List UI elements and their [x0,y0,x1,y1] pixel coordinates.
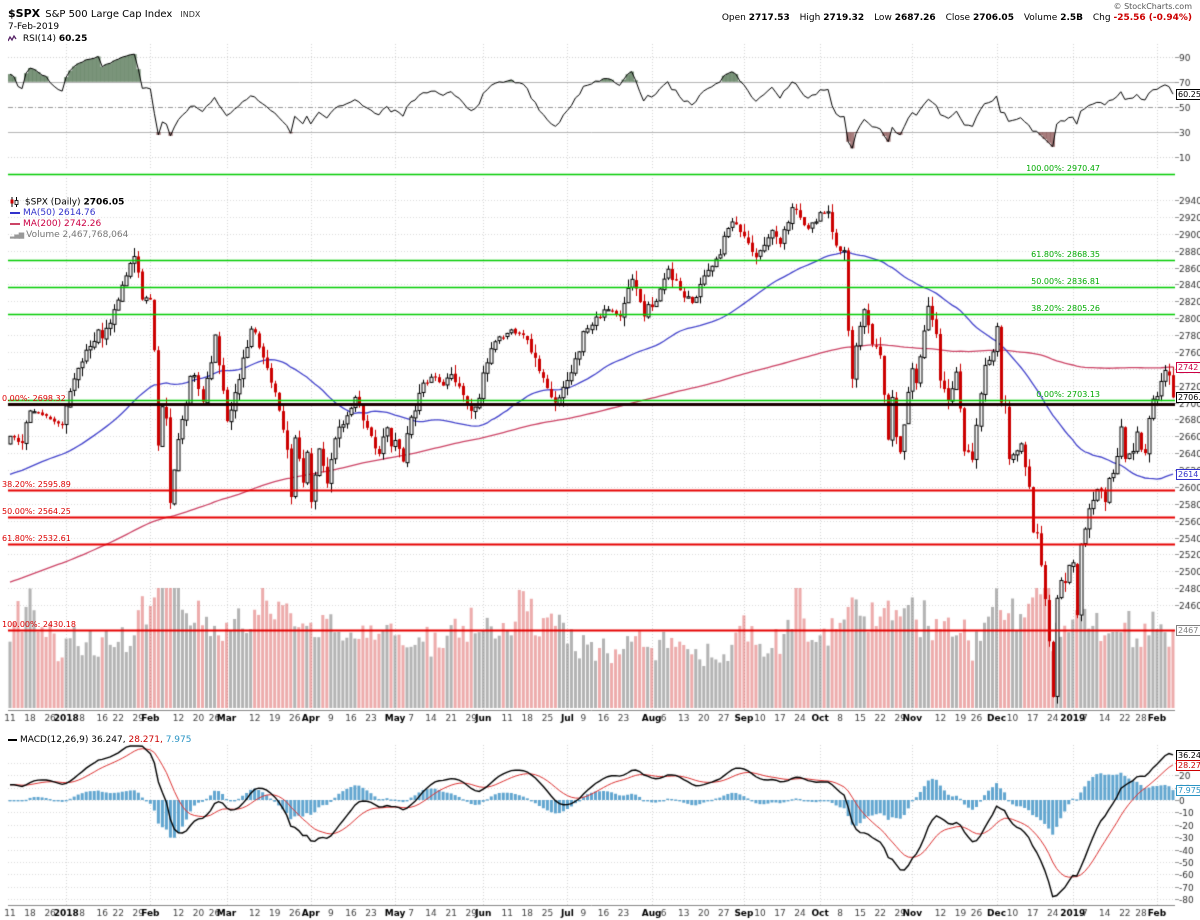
fib-retracement-label: 61.80%: 2868.35 [1031,250,1100,260]
fib-retracement-label: 0.00%: 2698.32 [2,393,66,403]
quote-close: Close 2706.05 [945,13,1014,23]
fib-retracement-label: 61.80%: 2532.61 [2,533,71,543]
volume-legend-value: 2,467,768,064 [62,230,129,240]
macd-legend: MACD(12,26,9) 36.247, 28.271, 7.975 [8,735,191,745]
macd-value-hist: 7.975 [165,735,192,745]
ma50-legend-label: MA(50) [23,208,56,218]
symbol: $SPX [8,7,41,20]
quote-row: Open 2717.53 High 2719.32 Low 2687.26 Cl… [715,13,1192,23]
symbol-name: S&P 500 Large Cap Index [45,9,173,20]
volume-legend-label: Volume [26,230,60,240]
rsi-axis-value-box: 60.25 [1176,89,1200,101]
rsi-icon [8,34,17,42]
spx-legend-label: $SPX (Daily) [24,197,81,208]
spx-legend-value: 2706.05 [83,197,125,208]
volume-legend-row: ▂▄▆ Volume 2,467,768,064 [10,230,128,241]
fib-retracement-label: 100.00%: 2970.47 [1026,164,1100,174]
fib-retracement-label: 100.00%: 2430.18 [2,620,76,630]
chart-header: $SPX S&P 500 Large Cap Index INDX 7-Feb-… [8,2,200,32]
quote-open: Open 2717.53 [721,13,790,23]
volume-bars-icon: ▂▄▆ [10,231,24,239]
price-axis-value-box: 2742 [1176,361,1200,373]
macd-legend-label: MACD(12,26,9) [20,735,89,745]
chart-date: 7-Feb-2019 [8,22,60,32]
macd-axis-value-box: 28.27 [1176,759,1200,771]
main-legend: $SPX (Daily) 2706.05 MA(50) 2614.76 MA(2… [10,197,128,241]
price-axis-value-box: 2614 [1176,469,1200,481]
ma50-legend-value: 2614.76 [58,208,96,218]
ma200-legend-label: MA(200) [23,219,62,229]
ma50-line-swatch [10,211,20,214]
price-axis-value-box: 2467 [1176,625,1200,637]
quote-volume: Volume 2.5B [1023,13,1084,23]
copyright: © StockCharts.com [1113,2,1192,11]
macd-line-swatch [8,738,17,741]
ma200-legend-value: 2742.26 [64,219,102,229]
fib-retracement-label: 38.20%: 2805.26 [1031,303,1100,313]
spx-legend-row: $SPX (Daily) 2706.05 [10,197,128,208]
ma200-line-swatch [10,222,20,225]
macd-value-signal: 28.271, [128,735,163,745]
rsi-legend-value: 60.25 [58,34,88,44]
exchange: INDX [180,10,201,19]
fib-retracement-label: 38.20%: 2595.89 [2,480,71,490]
macd-axis-value-box: 7.975 [1176,785,1200,797]
price-axis-value-box: 2706.05 [1176,392,1200,404]
fib-retracement-label: 50.00%: 2836.81 [1031,277,1100,287]
rsi-legend: RSI(14) 60.25 [8,34,87,44]
ma50-legend-row: MA(50) 2614.76 [10,208,128,219]
fib-retracement-label: 50.00%: 2564.25 [2,507,71,517]
candlestick-icon [10,197,19,207]
quote-change: Chg -25.56 (-0.94%) [1092,13,1192,23]
quote-low: Low 2687.26 [874,13,936,23]
rsi-legend-label: RSI(14) [22,34,56,44]
quote-high: High 2719.32 [799,13,865,23]
macd-value-line: 36.247, [91,735,126,745]
fib-retracement-label: 0.00%: 2703.13 [1036,389,1100,399]
ma200-legend-row: MA(200) 2742.26 [10,219,128,230]
